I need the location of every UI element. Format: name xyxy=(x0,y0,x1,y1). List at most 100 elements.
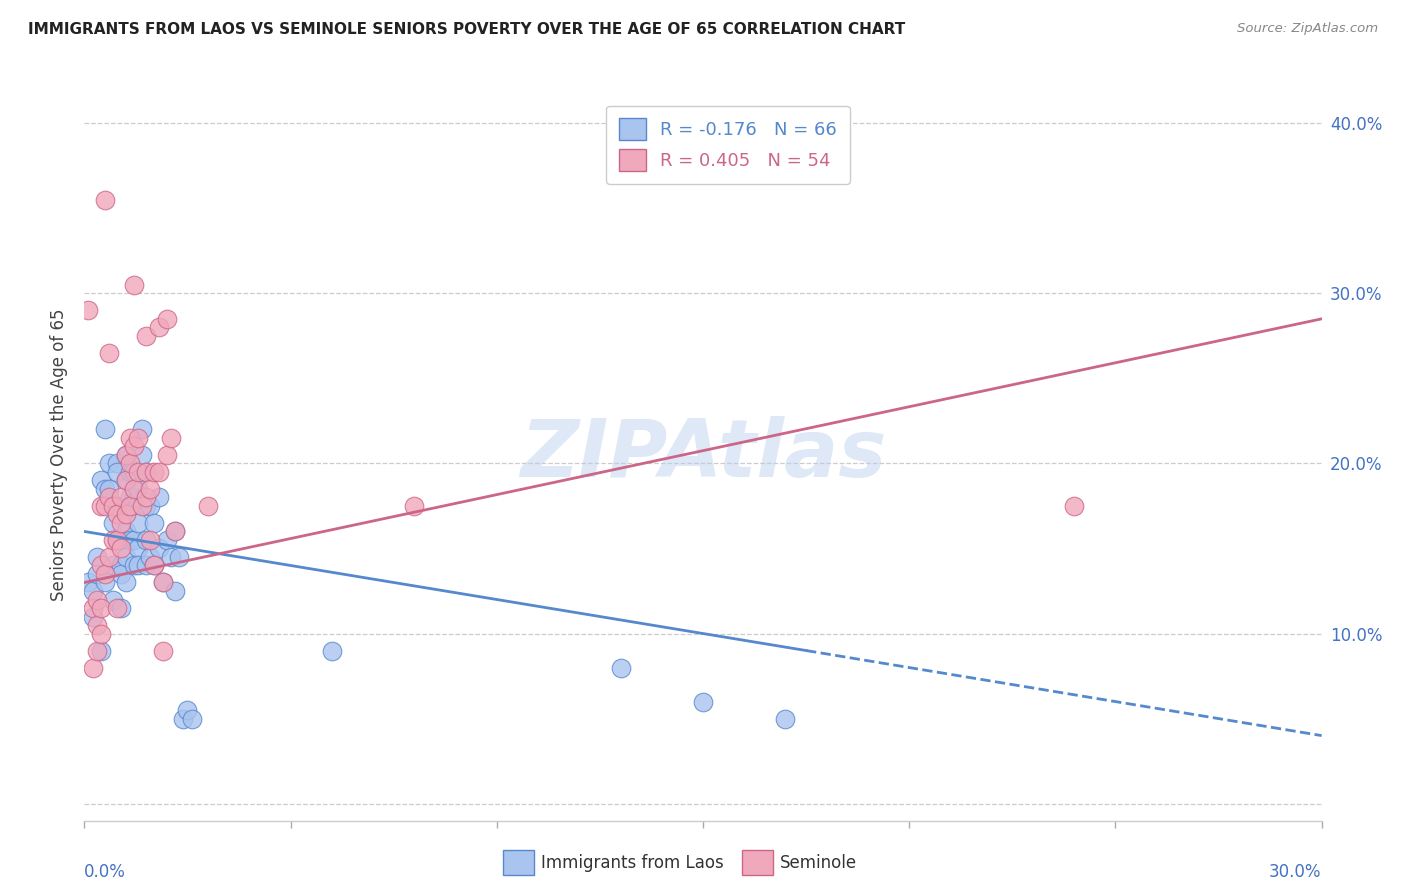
Text: 30.0%: 30.0% xyxy=(1270,863,1322,881)
Point xyxy=(131,499,153,513)
Point xyxy=(90,558,112,573)
Point xyxy=(86,592,108,607)
Point xyxy=(122,558,145,573)
Point xyxy=(103,516,125,530)
Point xyxy=(127,465,149,479)
Text: Seminole: Seminole xyxy=(780,855,858,872)
Point xyxy=(165,584,187,599)
Point xyxy=(114,448,136,462)
Point xyxy=(110,601,132,615)
Point xyxy=(404,499,426,513)
Point xyxy=(86,549,108,564)
Point xyxy=(143,516,166,530)
Point xyxy=(105,465,128,479)
Point xyxy=(82,601,104,615)
Point xyxy=(135,329,157,343)
Point xyxy=(197,499,219,513)
Point xyxy=(90,601,112,615)
Point xyxy=(114,474,136,488)
Point xyxy=(139,533,162,547)
Point xyxy=(90,626,112,640)
Point xyxy=(127,541,149,556)
Point xyxy=(118,457,141,471)
Point xyxy=(110,491,132,505)
Point xyxy=(90,499,112,513)
Point xyxy=(94,566,117,581)
Point xyxy=(86,566,108,581)
Point xyxy=(160,431,183,445)
Point xyxy=(172,712,194,726)
Point xyxy=(135,465,157,479)
Point xyxy=(176,703,198,717)
Point xyxy=(160,549,183,564)
Point xyxy=(110,541,132,556)
Point xyxy=(114,524,136,539)
Text: IMMIGRANTS FROM LAOS VS SEMINOLE SENIORS POVERTY OVER THE AGE OF 65 CORRELATION : IMMIGRANTS FROM LAOS VS SEMINOLE SENIORS… xyxy=(28,22,905,37)
Point xyxy=(775,712,797,726)
Point xyxy=(118,533,141,547)
Point xyxy=(94,482,117,496)
Point xyxy=(114,474,136,488)
Point xyxy=(156,448,179,462)
Point xyxy=(152,643,174,657)
Point xyxy=(167,549,190,564)
Point xyxy=(105,499,128,513)
Point xyxy=(127,558,149,573)
Point xyxy=(609,660,631,674)
Point xyxy=(148,541,170,556)
Point xyxy=(98,482,121,496)
Point xyxy=(692,695,714,709)
Point xyxy=(103,558,125,573)
Point xyxy=(180,712,202,726)
Point xyxy=(135,465,157,479)
Point xyxy=(122,482,145,496)
Point xyxy=(139,549,162,564)
Point xyxy=(118,499,141,513)
Point xyxy=(143,465,166,479)
Point xyxy=(139,499,162,513)
Point xyxy=(105,533,128,547)
Point xyxy=(122,533,145,547)
Point xyxy=(94,575,117,590)
Point xyxy=(98,549,121,564)
Point xyxy=(143,558,166,573)
Point xyxy=(127,482,149,496)
Point xyxy=(118,431,141,445)
Point xyxy=(105,601,128,615)
Point xyxy=(86,618,108,632)
Point xyxy=(105,533,128,547)
Point xyxy=(94,422,117,436)
Text: ZIPAtlas: ZIPAtlas xyxy=(520,416,886,494)
Point xyxy=(77,575,100,590)
Point xyxy=(114,575,136,590)
Point xyxy=(122,277,145,292)
Point xyxy=(118,465,141,479)
Point xyxy=(98,491,121,505)
Point xyxy=(105,457,128,471)
Point xyxy=(1063,499,1085,513)
Legend: R = -0.176   N = 66, R = 0.405   N = 54: R = -0.176 N = 66, R = 0.405 N = 54 xyxy=(606,105,849,184)
Point xyxy=(118,499,141,513)
Point xyxy=(114,508,136,522)
Text: 0.0%: 0.0% xyxy=(84,863,127,881)
Point xyxy=(110,516,132,530)
Point xyxy=(165,524,187,539)
Point xyxy=(118,491,141,505)
Point xyxy=(122,439,145,453)
Text: Immigrants from Laos: Immigrants from Laos xyxy=(541,855,724,872)
Point xyxy=(143,558,166,573)
Point xyxy=(103,592,125,607)
Point xyxy=(90,474,112,488)
Point xyxy=(82,584,104,599)
Text: Source: ZipAtlas.com: Source: ZipAtlas.com xyxy=(1237,22,1378,36)
Point xyxy=(105,508,128,522)
Point xyxy=(122,491,145,505)
Point xyxy=(94,193,117,207)
Point xyxy=(103,499,125,513)
Point xyxy=(110,533,132,547)
Point xyxy=(98,346,121,360)
Point xyxy=(82,609,104,624)
Point xyxy=(122,465,145,479)
Point xyxy=(103,533,125,547)
Point xyxy=(135,558,157,573)
